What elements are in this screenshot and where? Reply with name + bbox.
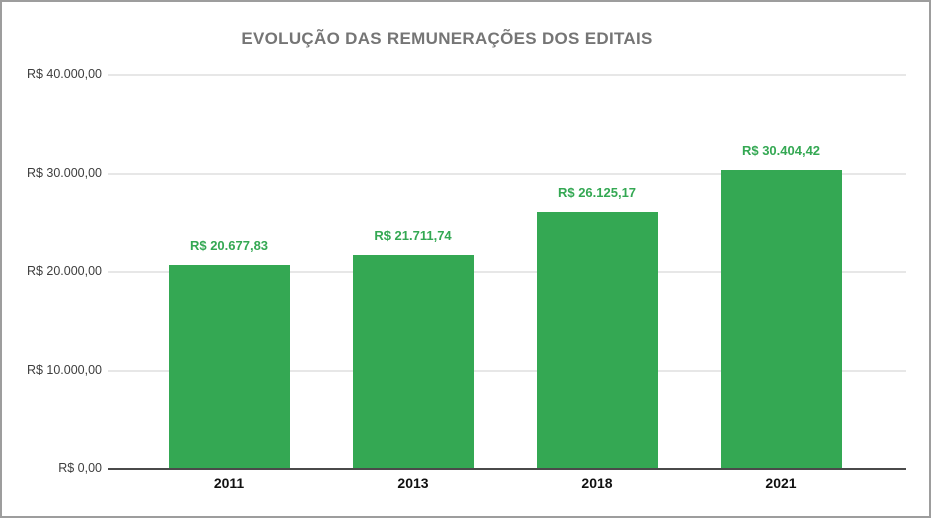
- bar-value-label: R$ 21.711,74: [374, 228, 452, 244]
- x-axis-label: 2013: [397, 475, 429, 491]
- bar-2018: [536, 211, 658, 469]
- gridline: [108, 74, 906, 76]
- y-axis-tick-label: R$ 10.000,00: [26, 362, 102, 377]
- bar-value-label: R$ 20.677,83: [189, 238, 269, 254]
- x-axis-label: 2011: [213, 475, 245, 491]
- gridline: [108, 271, 906, 273]
- x-axis-line: [108, 468, 906, 470]
- y-axis-tick-label: R$ 40.000,00: [26, 67, 102, 81]
- bar-2021: [720, 169, 842, 469]
- gridline: [108, 172, 906, 175]
- chart-title: EVOLUÇÃO DAS REMUNERAÇÕES DOS EDITAIS: [241, 29, 653, 48]
- bar-2013: [352, 255, 474, 469]
- bar-2011: [168, 265, 290, 469]
- y-axis-tick-label: R$ 30.000,00: [26, 165, 102, 180]
- x-axis-label: 2018: [581, 475, 613, 491]
- gridline: [108, 369, 906, 372]
- y-axis-tick-label: R$ 20.000,00: [26, 264, 102, 278]
- bar-value-label: R$ 30.404,42: [741, 142, 821, 158]
- x-axis-label: 2021: [765, 475, 797, 491]
- y-axis-tick-label: R$ 0,00: [58, 461, 102, 475]
- bar-value-label: R$ 26.125,17: [557, 184, 637, 200]
